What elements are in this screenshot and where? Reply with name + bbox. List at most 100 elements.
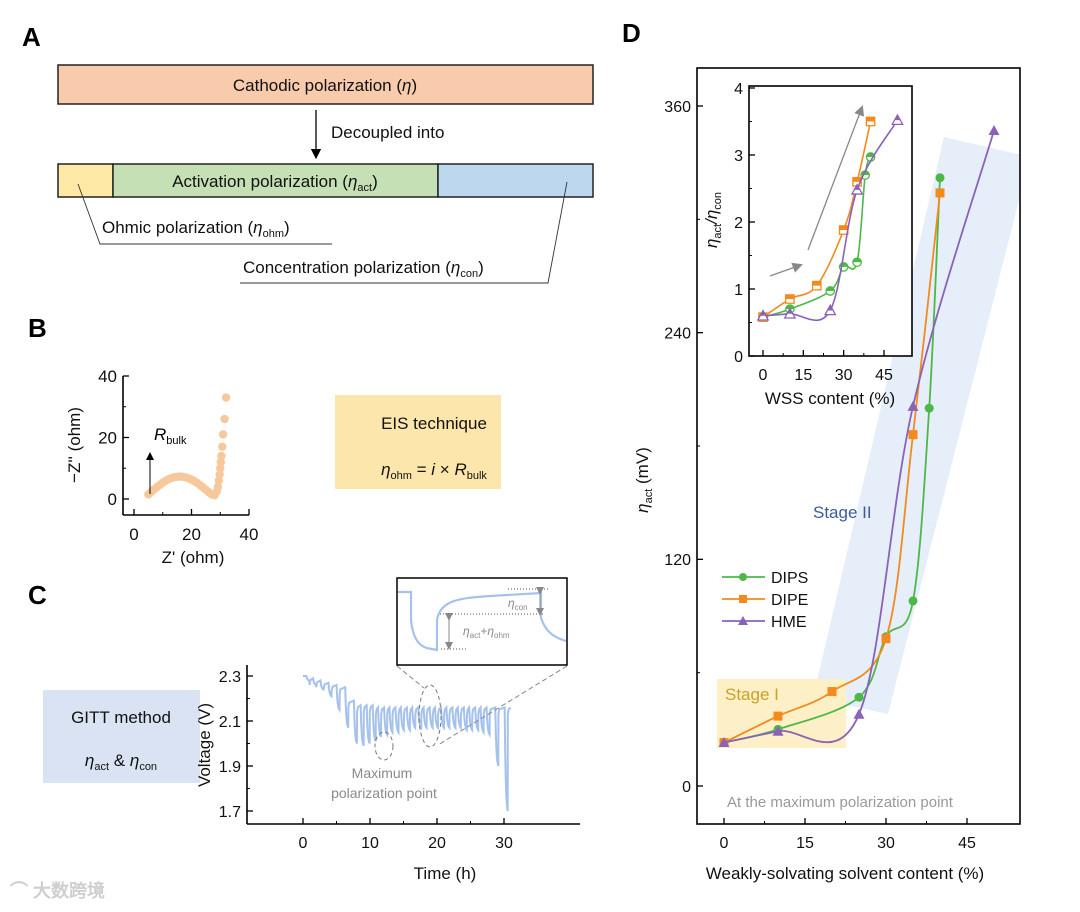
y-tick-label: 360 [664,99,691,116]
x-axis-title: Time (h) [414,864,477,883]
marker-fill [854,184,861,190]
marker-fill [827,305,834,311]
annotation-line2: polarization point [331,785,437,801]
data-point [908,596,918,606]
marker-fill [785,294,795,300]
marker-fill [866,152,875,158]
x-tick-label: 10 [361,835,379,852]
zoom-line-left [396,665,425,689]
marker-fill [866,117,875,122]
legend-item: HME [722,614,807,631]
plot-frame [748,85,913,357]
annotation-line1: Maximum [352,765,413,781]
panel-label-d: D [622,18,641,48]
legend: DIPS DIPE HME [722,570,808,631]
legend-label: DIPS [771,570,808,587]
y-tick-label: 2 [734,215,743,232]
legend-marker [739,573,747,581]
ohmic-label: Ohmic polarization (ηohm) [102,218,290,240]
marker-fill [759,310,767,316]
max-polarization-ellipse [374,731,394,761]
x-axis-title: WSS content (%) [765,389,895,408]
data-point [214,476,224,485]
eis-technique-box: EIS technique ηohm = i × Rbulk [335,395,501,489]
data-point [988,125,1000,136]
x-tick-label: 30 [495,835,513,852]
marker-fill [785,304,795,310]
data-point [215,470,224,479]
data-point [908,430,918,440]
ohmic-leader-line [77,183,332,245]
marker-fill [852,177,862,182]
data-point [881,634,891,644]
y-tick-label: 0 [682,779,691,796]
data-point [217,451,226,461]
ohmic-segment [57,163,114,198]
marker-fill [826,286,835,292]
marker-fill [852,258,862,263]
x-axis-title: Z' (ohm) [162,548,225,567]
x-tick-label: 0 [759,367,768,384]
data-point [907,400,919,411]
y-tick-label: 0 [734,349,743,366]
inset-eta-act-ohm: ηact+ηohm [463,624,510,640]
y-axis-title: −Z'' (ohm) [65,407,84,483]
trend-arrow-icon [807,105,865,251]
x-tick-label: 15 [796,835,814,852]
activation-segment [112,163,439,198]
marker-fill [839,225,848,231]
y-tick-label: 20 [98,429,117,448]
y-tick-label: 4 [734,81,743,98]
concentration-leader-line [240,181,568,284]
legend-marker [739,595,747,603]
gitt-title: GITT method [71,708,171,727]
data-point [213,482,223,491]
y-tick-label: 1.9 [219,759,241,776]
x-tick-label: 0 [720,835,729,852]
gitt-voltage-plot: Time (h) Voltage (V) 0 10 20 30 1.7 1.9 2.1 2.3 [195,665,580,883]
legend-item: DIPS [722,570,808,587]
data-point [220,414,229,424]
y-axis-title: ηact (mV) [633,447,655,513]
cathodic-polarization-bar: Cathodic polarization (η) [57,64,594,105]
voltage-curve [303,675,512,812]
stage2-band [813,137,1020,714]
legend-label: HME [771,614,807,631]
x-tick-label: 0 [129,525,138,544]
gitt-annotations: Maximum polarization point [331,665,568,801]
panel-label-b: B [28,313,47,343]
gitt-subtitle: ηact & ηcon [85,751,157,773]
data-point [924,403,934,413]
zoom-line-right [437,665,568,746]
data-point [935,173,945,183]
y-tick-label: 240 [664,325,691,342]
data-point [216,457,226,467]
legend-label: DIPE [771,592,808,609]
y-axis-title: ηact/ηcon [702,192,724,248]
y-tick-label: 2.1 [219,714,241,731]
stage1-label: Stage I [725,685,779,704]
panel-label-c: C [28,580,47,610]
concentration-segment [437,163,594,198]
data-point [772,725,784,736]
x-tick-label: 45 [875,367,893,384]
zoom-region-ellipse [418,684,442,748]
y-tick-label: 1 [734,282,743,299]
gitt-method-box: GITT method ηact & ηcon [43,690,200,783]
y-tick-label: 120 [664,552,691,569]
data-point [216,464,225,473]
condition-note: At the maximum polarization point [727,794,954,811]
x-tick-label: 20 [182,525,201,544]
y-axis-title: Voltage (V) [195,703,214,787]
data-point [718,737,730,748]
concentration-label: Concentration polarization (ηcon) [243,258,484,280]
data-point [854,692,864,702]
data-point [221,393,231,402]
data-point [853,708,865,719]
decoupled-label: Decoupled into [331,123,444,142]
x-tick-label: 20 [428,835,446,852]
decomposed-bar: Activation polarization (ηact) [57,163,594,198]
eis-equation: ηohm = i × Rbulk [381,460,487,482]
y-tick-label: 40 [98,367,117,386]
